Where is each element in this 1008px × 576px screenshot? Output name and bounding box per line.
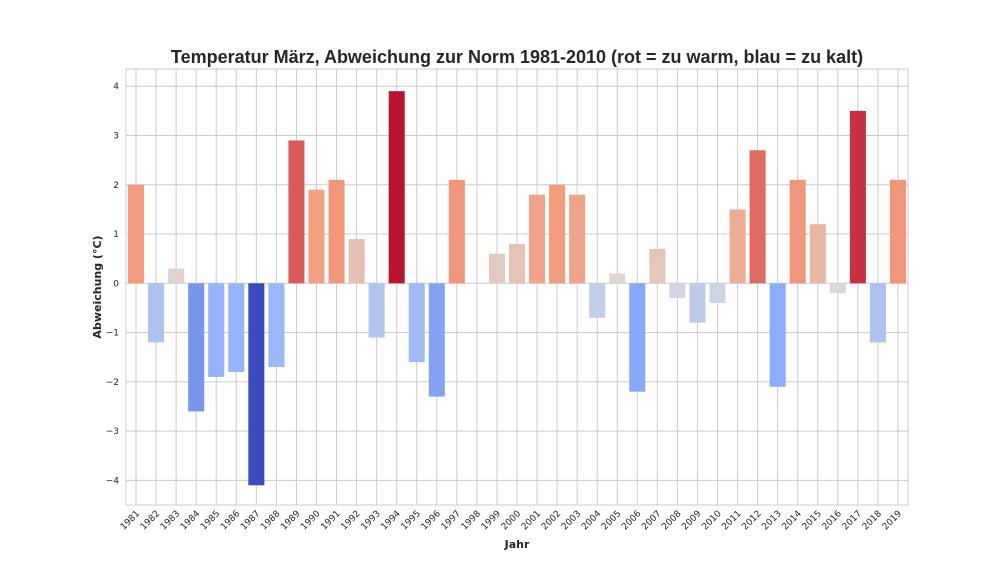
x-tick-label: 2007	[640, 509, 663, 532]
y-tick-label: −4	[106, 476, 120, 486]
x-tick-label: 1981	[119, 509, 142, 532]
x-tick-label: 1986	[219, 509, 242, 532]
chart-title: Temperatur März, Abweichung zur Norm 198…	[171, 47, 863, 67]
x-tick-label: 2006	[620, 509, 643, 532]
bar-2007	[649, 248, 666, 284]
x-tick-label: 2014	[781, 509, 804, 532]
x-tick-label: 2000	[500, 509, 523, 532]
bar-2006	[629, 283, 646, 392]
bar-1996	[428, 283, 445, 397]
bar-1994	[388, 91, 405, 284]
bar-2001	[529, 194, 546, 284]
x-tick-label: 1991	[319, 509, 342, 532]
bar-1988	[268, 283, 285, 368]
bar-2012	[749, 150, 766, 284]
bar-2011	[729, 209, 746, 284]
x-tick-label: 1998	[460, 509, 483, 532]
x-tick-label: 1992	[339, 509, 362, 532]
y-tick-label: 3	[113, 132, 119, 142]
bar-1990	[308, 189, 325, 284]
bar-2019	[889, 179, 906, 284]
x-tick-label: 2015	[801, 509, 824, 532]
y-tick-label: 1	[113, 230, 119, 240]
x-tick-label: 2019	[881, 509, 904, 532]
y-tick-label: −3	[106, 427, 119, 437]
bar-1987	[248, 283, 265, 486]
bar-2014	[789, 179, 806, 284]
x-tick-label: 1999	[480, 509, 503, 532]
bar-1992	[348, 238, 365, 284]
bar-2002	[549, 184, 566, 284]
bar-2005	[609, 273, 626, 284]
bar-2018	[869, 283, 886, 343]
x-tick-label: 1984	[179, 509, 202, 532]
x-tick-label: 1983	[159, 509, 182, 532]
x-tick-label: 2017	[841, 509, 864, 532]
bar-2000	[508, 243, 526, 284]
bar-1985	[208, 283, 225, 377]
x-tick-label: 1987	[239, 509, 262, 532]
bar-1981	[128, 184, 145, 284]
y-tick-labels: −4 −3 −2 −1 0 1 2 3 4	[106, 82, 120, 486]
bars	[128, 91, 906, 486]
y-tick-label: −1	[106, 329, 119, 339]
bar-2004	[589, 283, 606, 318]
x-tick-label: 2012	[740, 509, 763, 532]
x-tick-label: 1988	[259, 509, 282, 532]
bar-1983	[168, 268, 185, 284]
x-tick-label: 2002	[540, 509, 563, 532]
bar-2013	[769, 283, 786, 387]
x-tick-label: 2011	[720, 509, 743, 532]
x-tick-label: 2013	[761, 509, 784, 532]
x-tick-label: 1997	[440, 509, 463, 532]
bar-2003	[569, 194, 586, 284]
bar-1986	[228, 283, 245, 372]
bar-1982	[148, 283, 165, 343]
bar-2010	[709, 283, 726, 304]
y-axis-label: Abweichung (°C)	[91, 235, 104, 338]
x-tick-label: 1989	[279, 509, 302, 532]
bar-2017	[849, 110, 866, 284]
y-tick-label: −2	[106, 378, 119, 388]
x-tick-label: 2009	[680, 509, 703, 532]
y-tick-label: 2	[113, 181, 119, 191]
x-tick-label: 1990	[299, 509, 322, 532]
bar-2015	[809, 224, 826, 284]
x-tick-label: 1996	[420, 509, 443, 532]
x-tick-label: 2001	[520, 509, 543, 532]
bar-2008	[669, 283, 686, 299]
bar-2016	[829, 283, 846, 294]
x-tick-label: 1995	[400, 509, 423, 532]
bar-1999	[488, 253, 505, 284]
bar-1984	[188, 283, 205, 412]
x-tick-label: 1982	[139, 509, 162, 532]
bar-2009	[689, 283, 706, 323]
bar-1997	[448, 179, 465, 284]
bar-1995	[408, 283, 425, 363]
x-tick-label: 2010	[700, 509, 723, 532]
x-tick-label: 2018	[861, 509, 884, 532]
x-tick-label: 1993	[359, 509, 382, 532]
x-tick-label: 2008	[660, 509, 683, 532]
y-tick-label: 4	[113, 82, 119, 92]
bar-1989	[288, 140, 305, 284]
x-tick-label: 1994	[380, 509, 403, 532]
x-tick-labels: 1981198219831984198519861987198819891990…	[119, 509, 904, 532]
x-tick-label: 2004	[580, 509, 603, 532]
bar-1991	[328, 179, 345, 284]
y-tick-label: 0	[113, 279, 119, 289]
bar-1993	[368, 283, 385, 338]
x-tick-label: 2016	[821, 509, 844, 532]
x-tick-label: 2003	[560, 509, 583, 532]
x-tick-label: 2005	[600, 509, 623, 532]
x-tick-label: 1985	[199, 509, 222, 532]
x-axis-label: Jahr	[504, 538, 530, 551]
plot-frame	[125, 68, 909, 506]
